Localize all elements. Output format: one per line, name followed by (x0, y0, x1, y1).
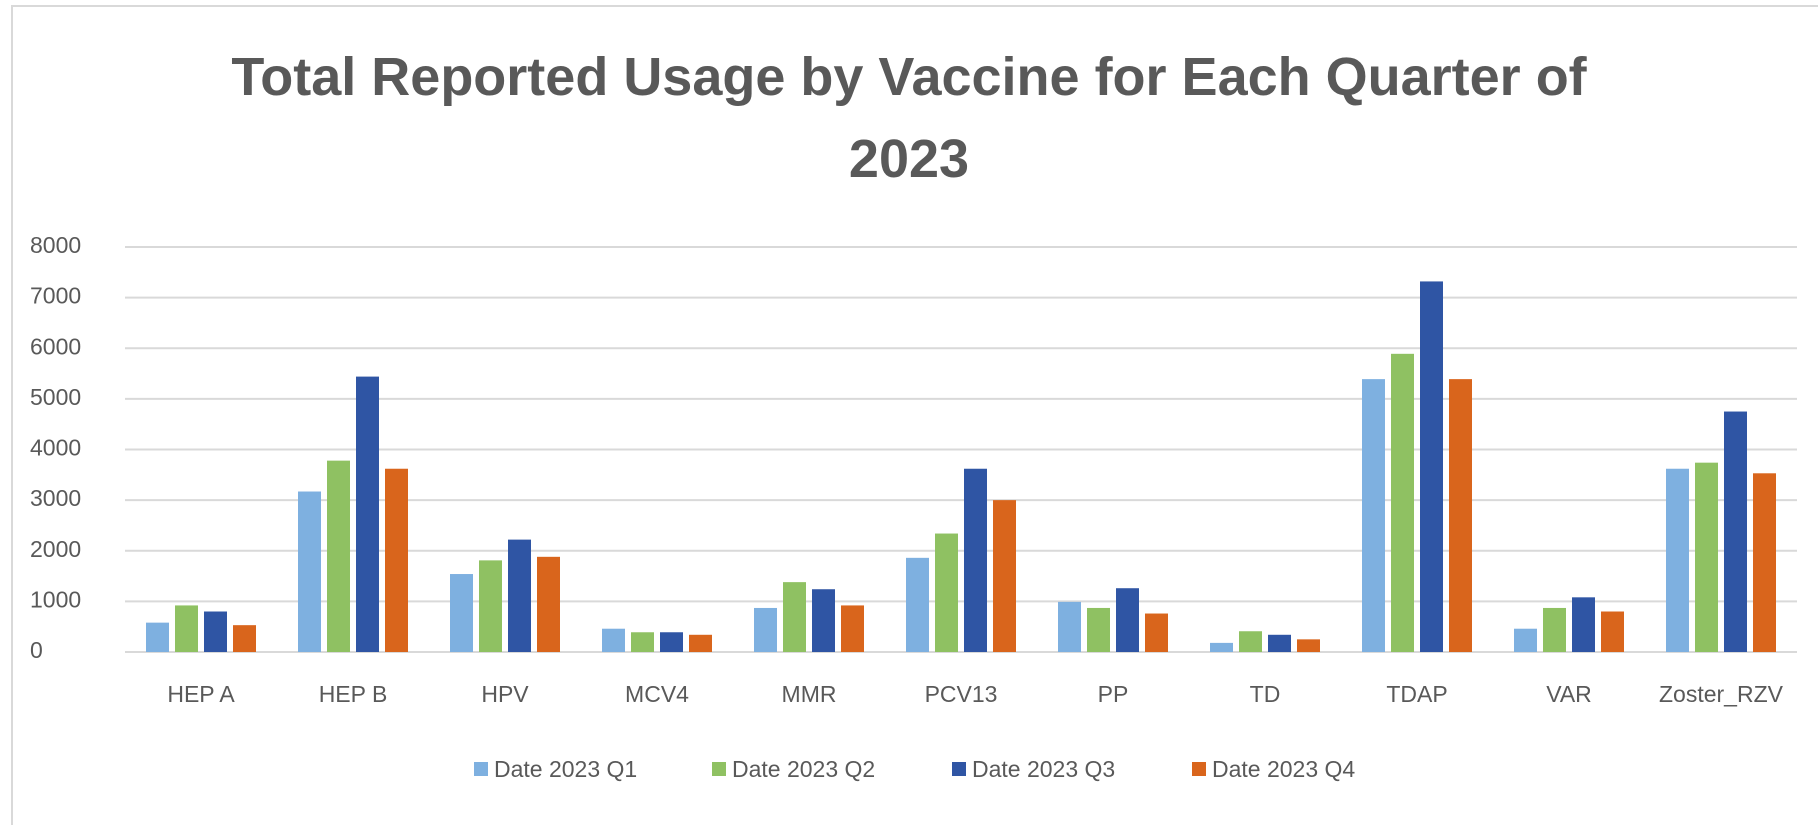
y-tick-label: 5000 (30, 384, 81, 410)
x-tick-label: HEP B (319, 681, 388, 707)
bar (1449, 379, 1472, 652)
x-tick-label: TD (1250, 681, 1281, 707)
bar (1210, 642, 1233, 652)
chart-border (11, 5, 1818, 825)
bar (1724, 411, 1747, 652)
x-tick-label: Zoster_RZV (1659, 681, 1784, 707)
bar (783, 582, 806, 652)
y-tick-label: 7000 (30, 283, 81, 309)
bar (689, 634, 712, 652)
legend-label: Date 2023 Q4 (1212, 756, 1355, 782)
bar (1239, 631, 1262, 652)
bar (508, 539, 531, 652)
x-tick-label: HPV (481, 681, 529, 707)
legend-swatch (952, 762, 966, 776)
bar (1145, 613, 1168, 652)
x-tick-label: HEP A (167, 681, 235, 707)
bar (450, 574, 473, 652)
bar (327, 460, 350, 652)
bar (233, 625, 256, 652)
bar (1666, 468, 1689, 652)
x-tick-label: PCV13 (925, 681, 998, 707)
bar (754, 607, 777, 652)
bar (602, 628, 625, 652)
legend-label: Date 2023 Q1 (494, 756, 637, 782)
y-tick-label: 1000 (30, 586, 81, 612)
bar (1420, 281, 1443, 652)
bar (1601, 611, 1624, 652)
y-tick-label: 8000 (30, 232, 81, 258)
x-tick-label: MCV4 (625, 681, 689, 707)
legend-swatch (712, 762, 726, 776)
x-tick-label: VAR (1546, 681, 1592, 707)
bar (1058, 601, 1081, 652)
bar (1543, 607, 1566, 652)
bar (1695, 462, 1718, 652)
legend-swatch (474, 762, 488, 776)
bar (385, 468, 408, 652)
bar (1116, 588, 1139, 652)
y-tick-label: 2000 (30, 536, 81, 562)
chart-title: Total Reported Usage by Vaccine for Each… (231, 47, 1587, 189)
bar (479, 560, 502, 652)
y-tick-label: 3000 (30, 485, 81, 511)
x-tick-label: TDAP (1386, 681, 1447, 707)
bar (1391, 353, 1414, 652)
bar (1753, 473, 1776, 652)
bar (356, 376, 379, 652)
bar (631, 632, 654, 652)
bar (146, 622, 169, 652)
legend-swatch (1192, 762, 1206, 776)
x-tick-label: PP (1098, 681, 1129, 707)
bar (906, 557, 929, 652)
bar (935, 533, 958, 652)
bar (1268, 634, 1291, 652)
legend-label: Date 2023 Q2 (732, 756, 875, 782)
bar (1514, 628, 1537, 652)
bar (841, 605, 864, 652)
legend-label: Date 2023 Q3 (972, 756, 1115, 782)
x-tick-label: MMR (782, 681, 837, 707)
y-tick-label: 4000 (30, 435, 81, 461)
bar (298, 491, 321, 652)
bar (1362, 379, 1385, 652)
bar (964, 468, 987, 652)
bar (660, 632, 683, 652)
y-tick-label: 6000 (30, 333, 81, 359)
bar (1297, 639, 1320, 652)
bar (537, 556, 560, 652)
bar (1087, 607, 1110, 652)
bar (175, 605, 198, 652)
bar (993, 500, 1016, 652)
bar (812, 589, 835, 652)
bar (204, 611, 227, 652)
bar (1572, 597, 1595, 652)
y-tick-label: 0 (30, 637, 43, 663)
